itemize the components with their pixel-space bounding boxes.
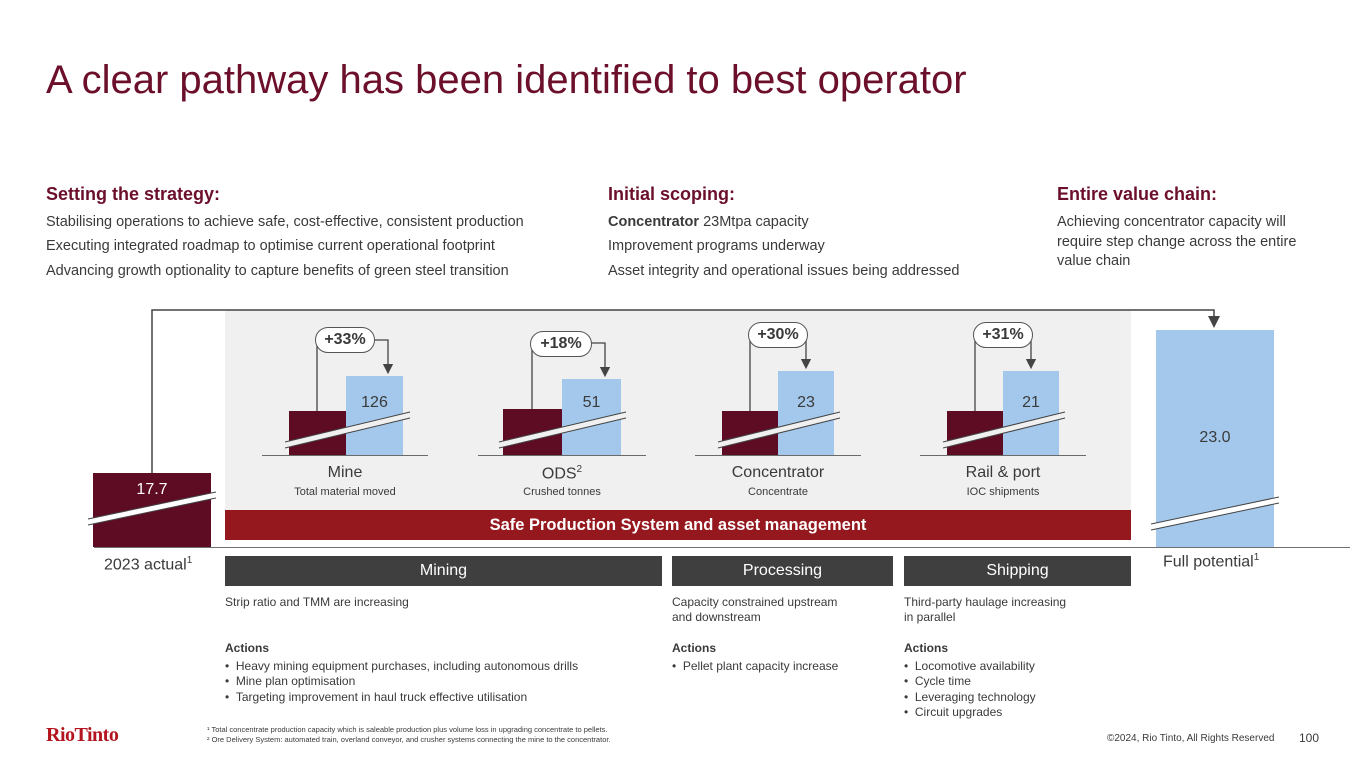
start-footnote-ref: 1: [186, 555, 193, 566]
concentrator-value: 23: [797, 394, 815, 411]
ods-baseline: [478, 455, 646, 456]
processing-category: Processing: [672, 556, 893, 586]
end-bar-value: 23.0: [1199, 429, 1231, 446]
rail-change-badge: +31%: [973, 322, 1033, 348]
mining-action-text: Targeting improvement in haul truck effe…: [235, 690, 528, 704]
page-title: A clear pathway has been identified to b…: [46, 58, 967, 102]
shipping-action-item: • Leveraging technology: [904, 690, 1036, 704]
start-label: 2023 actual1: [104, 555, 192, 574]
strategy-line: Stabilising operations to achieve safe, …: [46, 214, 524, 230]
scoping-heading: Initial scoping:: [608, 184, 736, 204]
mining-action-item: • Mine plan optimisation: [225, 674, 356, 688]
mine-change-badge: +33%: [315, 327, 375, 353]
footnote-2: ² Ore Delivery System: automated train, …: [207, 735, 611, 744]
mining-actions-heading: Actions: [225, 641, 270, 655]
mine-label: Mine: [327, 464, 363, 481]
copyright: ©2024, Rio Tinto, All Rights Reserved: [1107, 733, 1275, 744]
strategy-line: Advancing growth optionality to capture …: [46, 263, 509, 279]
value-chain-heading: Entire value chain:: [1057, 184, 1218, 204]
scoping-line: Asset integrity and operational issues b…: [608, 263, 960, 279]
mining-action-text: Mine plan optimisation: [235, 674, 356, 688]
mine-sublabel: Total material moved: [294, 486, 396, 498]
ods-change-badge: +18%: [530, 331, 592, 357]
mining-category: Mining: [225, 556, 662, 586]
rail-value: 21: [1022, 394, 1040, 411]
mining-description: Strip ratio and TMM are increasing: [225, 595, 409, 609]
shipping-actions-heading: Actions: [904, 641, 949, 655]
value-chain-line: Achieving concentrator capacity will: [1057, 214, 1286, 230]
shipping-action-item: • Circuit upgrades: [904, 705, 1003, 719]
start-bar-value: 17.7: [136, 481, 168, 498]
break-marks: [87, 411, 1280, 531]
concentrator-baseline: [695, 455, 861, 456]
rail-after-bar: [1003, 371, 1059, 455]
concentrator-sublabel: Concentrate: [748, 486, 808, 498]
concentrator-after-bar: [778, 371, 834, 455]
processing-action-item: • Pellet plant capacity increase: [672, 659, 839, 673]
scoping-bold-prefix: Concentrator: [608, 214, 700, 230]
mining-action-item: • Heavy mining equipment purchases, incl…: [225, 659, 579, 673]
mine-baseline: [262, 455, 428, 456]
end-label: Full potential1: [1163, 552, 1259, 571]
ods-label: ODS2: [478, 464, 646, 483]
shipping-action-text: Circuit upgrades: [914, 705, 1003, 719]
shipping-category: Shipping: [904, 556, 1131, 586]
ods-label-text: ODS: [541, 465, 577, 483]
footnote-1: ¹ Total concentrate production capacity …: [207, 725, 608, 734]
full-pathway-arrow: [151, 309, 1220, 473]
rail-sublabel: IOC shipments: [966, 486, 1040, 498]
processing-description: Capacity constrained upstream: [672, 595, 838, 609]
end-footnote-ref: 1: [1253, 552, 1260, 563]
shipping-action-text: Leveraging technology: [914, 690, 1036, 704]
processing-actions-heading: Actions: [672, 641, 717, 655]
processing-action-text: Pellet plant capacity increase: [682, 659, 839, 673]
shipping-description: in parallel: [904, 610, 956, 624]
strategy-heading: Setting the strategy:: [46, 184, 221, 204]
shipping-description: Third-party haulage increasing: [904, 595, 1067, 609]
rio-tinto-logo: RioTinto: [46, 724, 119, 746]
strategy-line: Executing integrated roadmap to optimise…: [46, 238, 495, 254]
safe-production-banner: Safe Production System and asset managem…: [225, 510, 1131, 540]
x-axis: [94, 547, 1350, 548]
mine-value: 126: [361, 394, 388, 411]
processing-description: and downstream: [672, 610, 761, 624]
shipping-action-item: • Cycle time: [904, 674, 971, 688]
scoping-line: Improvement programs underway: [608, 238, 825, 254]
mining-action-text: Heavy mining equipment purchases, includ…: [235, 659, 579, 673]
ods-footnote-ref: 2: [576, 464, 583, 475]
concentrator-label: Concentrator: [731, 464, 825, 481]
ods-value: 51: [582, 394, 601, 411]
start-label-text: 2023 actual: [104, 556, 187, 574]
concentrator-change-badge: +30%: [748, 322, 808, 348]
mining-action-item: • Targeting improvement in haul truck ef…: [225, 690, 528, 704]
page-number: 100: [1299, 731, 1320, 745]
end-label-text: Full potential: [1163, 553, 1254, 571]
ods-sublabel: Crushed tonnes: [523, 486, 601, 498]
rail-baseline: [920, 455, 1086, 456]
scoping-line: Concentrator 23Mtpa capacity: [608, 214, 809, 230]
shipping-action-text: Cycle time: [914, 674, 971, 688]
value-chain-line: value chain: [1057, 253, 1131, 269]
scoping-line-text: 23Mtpa capacity: [703, 214, 809, 230]
rail-label: Rail & port: [965, 464, 1041, 481]
shipping-action-item: • Locomotive availability: [904, 659, 1035, 673]
value-chain-line: require step change across the entire: [1057, 234, 1297, 250]
shipping-action-text: Locomotive availability: [914, 659, 1035, 673]
